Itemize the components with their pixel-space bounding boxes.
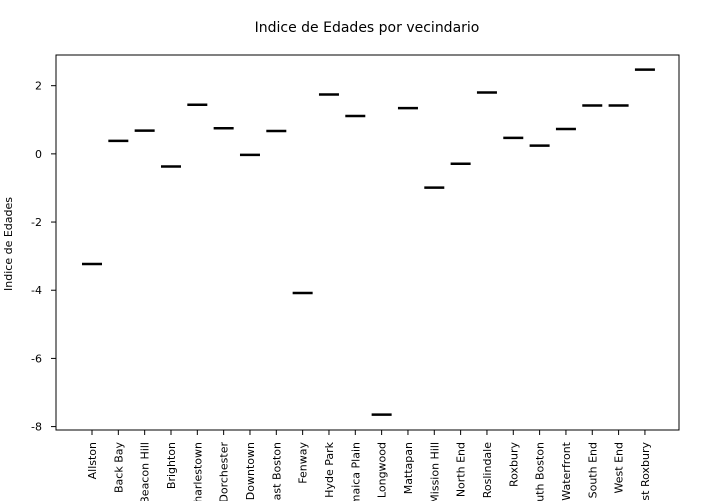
x-axis-ticks: Allston Back Bay Beacon Hill Brighton Charle… bbox=[86, 430, 652, 501]
y-axis-ticks: -8 -6 -4 -2 0 2 bbox=[31, 80, 56, 434]
x-tick-label: Mattapan bbox=[402, 442, 415, 494]
y-tick-label: -6 bbox=[31, 352, 42, 365]
y-tick-label: -8 bbox=[31, 421, 42, 434]
x-tick-label: Beacon Hill bbox=[139, 442, 152, 501]
y-tick-label: 0 bbox=[35, 148, 42, 161]
y-tick-label: -4 bbox=[31, 284, 42, 297]
x-tick-label: Roslindale bbox=[481, 442, 494, 498]
y-axis-label: Indice de Edades bbox=[2, 197, 15, 291]
x-tick-label: Back Bay bbox=[112, 442, 125, 493]
x-tick-label: Jamaica Plain bbox=[349, 442, 362, 501]
x-tick-label: Waterfront bbox=[560, 441, 573, 500]
x-tick-label: Brighton bbox=[165, 442, 178, 489]
x-tick-label: Hyde Park bbox=[323, 441, 336, 497]
data-marks bbox=[82, 68, 655, 416]
x-tick-label: South End bbox=[586, 442, 599, 498]
x-tick-label: Allston bbox=[86, 442, 99, 479]
x-tick-label: Roxbury bbox=[507, 442, 520, 488]
y-tick-label: 2 bbox=[35, 80, 42, 93]
x-tick-label: East Boston bbox=[270, 442, 283, 501]
x-tick-label: West End bbox=[613, 442, 626, 493]
chart-title: Indice de Edades por vecindario bbox=[255, 20, 480, 36]
x-tick-label: Longwood bbox=[376, 442, 389, 498]
x-tick-label: Fenway bbox=[297, 442, 310, 484]
x-tick-label: Charlestown bbox=[191, 442, 204, 501]
x-tick-label: West Roxbury bbox=[639, 442, 652, 501]
x-tick-label: South Boston bbox=[534, 442, 547, 501]
x-tick-label: Downtown bbox=[244, 442, 257, 500]
x-tick-label: Dorchester bbox=[218, 442, 231, 501]
y-tick-label: -2 bbox=[31, 216, 42, 229]
plot-frame bbox=[55, 54, 680, 431]
x-tick-label: Mission Hill bbox=[428, 442, 441, 501]
x-tick-label: North End bbox=[455, 442, 468, 497]
